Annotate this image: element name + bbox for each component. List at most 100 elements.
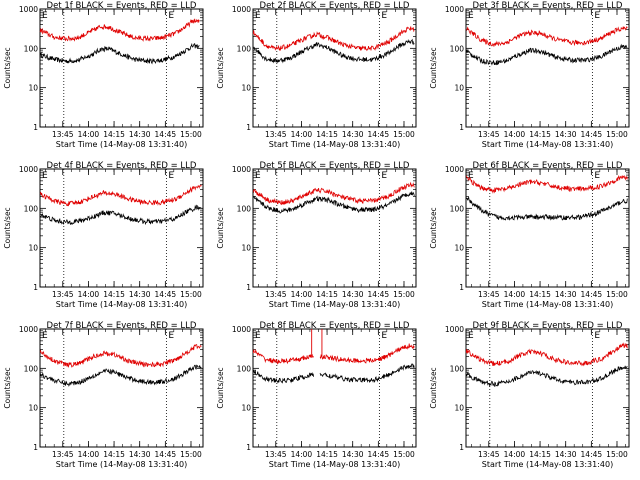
- series-events: [253, 38, 415, 64]
- x-tick-label: 14:30: [555, 450, 577, 459]
- x-tick-label: 14:00: [78, 450, 100, 459]
- y-tick-label: 1000: [232, 5, 251, 14]
- x-tick-label: 14:45: [368, 290, 390, 299]
- series-events: [39, 204, 202, 226]
- corner-marker-left: E: [42, 331, 48, 341]
- x-tick-label: 14:15: [529, 130, 551, 139]
- y-tick-label: 1000: [445, 5, 464, 14]
- y-tick-label: 100: [450, 44, 465, 53]
- x-tick-label: 14:30: [555, 290, 577, 299]
- y-tick-label: 10: [241, 244, 251, 253]
- y-axis-label: Counts/sec: [429, 207, 438, 248]
- y-tick-label: 1: [246, 283, 251, 292]
- panel-title: Det 6f BLACK = Events, RED = LLD: [473, 161, 623, 171]
- y-tick-label: 1000: [19, 165, 38, 174]
- detector-panel-5: Det 5f BLACK = Events, RED = LLD 1 10 100 10…: [216, 161, 417, 309]
- y-axis-label: Counts/sec: [216, 47, 225, 88]
- y-tick-label: 1: [33, 123, 38, 132]
- x-tick-label: 15:00: [393, 450, 415, 459]
- x-axis-label: Start Time (14-May-08 13:31:40): [56, 460, 187, 469]
- x-axis-label: Start Time (14-May-08 13:31:40): [269, 460, 400, 469]
- y-tick-label: 10: [241, 404, 251, 413]
- detector-panel-6: Det 6f BLACK = Events, RED = LLD 1 10 100 10…: [429, 161, 630, 309]
- series-lld: [39, 18, 200, 42]
- y-tick-label: 1000: [19, 325, 38, 334]
- y-tick-label: 1000: [19, 5, 38, 14]
- x-tick-label: 14:15: [316, 130, 338, 139]
- x-tick-label: 13:45: [478, 130, 500, 139]
- series-events: [252, 363, 415, 384]
- x-tick-label: 14:15: [529, 450, 551, 459]
- y-axis-label: Counts/sec: [216, 367, 225, 408]
- y-axis-label: Counts/sec: [429, 367, 438, 408]
- y-axis-label: Counts/sec: [3, 207, 12, 248]
- panel-title: Det 3f BLACK = Events, RED = LLD: [473, 1, 623, 11]
- x-tick-label: 13:45: [478, 450, 500, 459]
- panel-title: Det 9f BLACK = Events, RED = LLD: [473, 321, 623, 331]
- y-tick-label: 10: [28, 244, 38, 253]
- y-tick-label: 100: [24, 44, 39, 53]
- y-tick-label: 100: [450, 204, 465, 213]
- x-tick-label: 14:00: [504, 290, 526, 299]
- detector-panel-8: Det 8f BLACK = Events, RED = LLD 1 10 100 10…: [216, 321, 417, 469]
- corner-marker-left: E: [468, 171, 474, 181]
- x-axis-label: Start Time (14-May-08 13:31:40): [56, 140, 187, 149]
- series-events: [465, 43, 628, 66]
- detector-panel-2: Det 2f BLACK = Events, RED = LLD 1 10 100 10…: [216, 1, 417, 149]
- plot-frame: [252, 328, 417, 448]
- x-tick-label: 14:45: [155, 450, 177, 459]
- x-tick-label: 14:00: [291, 290, 313, 299]
- x-tick-label: 14:30: [129, 130, 151, 139]
- plot-frame: [465, 8, 630, 128]
- x-tick-label: 14:00: [291, 450, 313, 459]
- x-tick-label: 14:15: [103, 450, 125, 459]
- series-events: [39, 364, 202, 387]
- y-tick-label: 10: [28, 404, 38, 413]
- y-tick-label: 1: [459, 283, 464, 292]
- x-tick-label: 14:15: [103, 130, 125, 139]
- y-tick-label: 1: [246, 443, 251, 452]
- series-lld: [252, 26, 415, 52]
- x-tick-label: 15:00: [606, 290, 628, 299]
- corner-marker-left: E: [468, 331, 474, 341]
- x-tick-label: 14:45: [368, 130, 390, 139]
- y-tick-label: 100: [237, 364, 252, 373]
- x-axis-label: Start Time (14-May-08 13:31:40): [482, 300, 613, 309]
- y-tick-label: 1000: [232, 325, 251, 334]
- x-tick-label: 14:45: [581, 450, 603, 459]
- corner-marker-right: E: [381, 331, 387, 341]
- plot-frame: [465, 328, 630, 448]
- panel-title: Det 2f BLACK = Events, RED = LLD: [260, 1, 410, 11]
- y-tick-label: 1: [33, 443, 38, 452]
- y-tick-label: 10: [241, 84, 251, 93]
- x-axis-label: Start Time (14-May-08 13:31:40): [269, 140, 400, 149]
- x-tick-label: 15:00: [606, 130, 628, 139]
- corner-marker-left: E: [42, 11, 48, 21]
- plot-frame: [252, 168, 417, 288]
- corner-marker-right: E: [594, 171, 600, 181]
- detector-panel-4: Det 4f BLACK = Events, RED = LLD 1 10 100 10…: [3, 161, 204, 309]
- detector-panel-9: Det 9f BLACK = Events, RED = LLD 1 10 100 10…: [429, 321, 630, 469]
- x-tick-label: 15:00: [606, 450, 628, 459]
- x-tick-label: 14:00: [78, 130, 100, 139]
- y-axis-label: Counts/sec: [216, 207, 225, 248]
- corner-marker-left: E: [255, 11, 261, 21]
- x-tick-label: 14:00: [504, 450, 526, 459]
- x-tick-label: 15:00: [393, 290, 415, 299]
- corner-marker-right: E: [168, 171, 174, 181]
- y-tick-label: 1: [33, 283, 38, 292]
- x-tick-label: 14:45: [581, 290, 603, 299]
- x-tick-label: 14:15: [529, 290, 551, 299]
- x-tick-label: 14:45: [368, 450, 390, 459]
- x-tick-label: 14:00: [504, 130, 526, 139]
- x-tick-label: 13:45: [52, 130, 74, 139]
- plot-frame: [465, 168, 630, 288]
- plot-frame: [252, 8, 417, 128]
- plot-frame: [39, 168, 204, 288]
- series-lld: [465, 174, 628, 194]
- y-tick-label: 100: [24, 204, 39, 213]
- x-tick-label: 14:30: [342, 450, 364, 459]
- y-tick-label: 100: [24, 364, 39, 373]
- x-tick-label: 14:30: [129, 290, 151, 299]
- y-tick-label: 1: [246, 123, 251, 132]
